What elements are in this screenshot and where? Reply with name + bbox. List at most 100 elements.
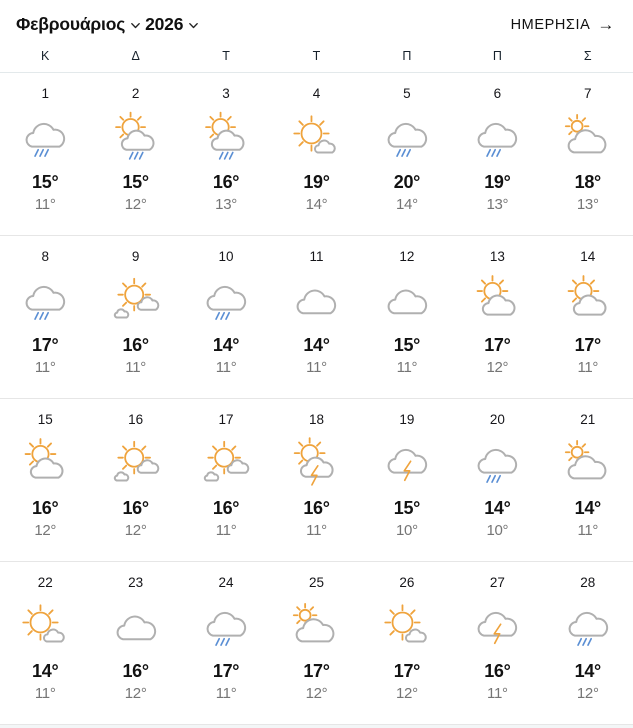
low-temp: 12°: [124, 522, 147, 539]
calendar-day-cell[interactable]: 4 19° 14°: [271, 73, 362, 235]
high-temp: 17°: [32, 335, 59, 355]
mostly-cloudy-icon: [293, 602, 345, 656]
month-selector[interactable]: Φεβρουάριος: [16, 14, 141, 35]
rain-cloud-icon: [197, 272, 255, 320]
day-number: 25: [308, 575, 324, 590]
calendar-day-cell[interactable]: 20 14° 10°: [452, 399, 543, 561]
low-temp: 10°: [396, 522, 418, 539]
calendar-day-cell[interactable]: 23 16° 12°: [90, 562, 181, 724]
weekday-header-row: Κ Δ Τ Τ Π Π Σ: [0, 40, 633, 73]
partly-cloudy-icon: [567, 275, 617, 330]
rain-cloud-icon: [197, 598, 255, 646]
footer-strip: [0, 725, 633, 728]
weekday-header: Π: [492, 49, 502, 63]
calendar-day-cell[interactable]: 13 17° 12°: [452, 236, 543, 398]
calendar-week-row: 22 14° 11° 23 16° 12° 24 17° 11° 25 17° 12° 26 17° 12°…: [0, 562, 633, 725]
calendar-day-cell[interactable]: 24 17° 11°: [180, 562, 272, 724]
high-temp: 15°: [32, 172, 59, 192]
year-selector[interactable]: 2026: [145, 14, 199, 35]
calendar-day-cell[interactable]: 25 17° 12°: [271, 562, 362, 724]
day-number: 10: [218, 249, 234, 264]
day-number: 4: [312, 86, 321, 101]
calendar-day-cell[interactable]: 27 16° 11°: [452, 562, 543, 724]
calendar-day-cell[interactable]: 26 17° 12°: [361, 562, 453, 724]
day-number: 9: [131, 249, 140, 264]
calendar-day-cell[interactable]: 1 15° 11°: [0, 73, 91, 235]
mostly-sunny-icon: [384, 604, 436, 656]
sun-cloud-rain-icon: [205, 111, 255, 160]
high-temp: 19°: [303, 172, 330, 192]
thunder-cloud-icon: [378, 435, 436, 482]
calendar-day-cell[interactable]: 7 18° 13°: [542, 73, 633, 235]
calendar-day-cell[interactable]: 3 16° 13°: [180, 73, 272, 235]
calendar-week-row: 1 15° 11° 2 15° 12° 3 16° 13° 4 19° 14° 5 20° 14° 6 19° 1…: [0, 73, 633, 236]
calendar-day-cell[interactable]: 14 17° 11°: [542, 236, 633, 398]
calendar-day-cell[interactable]: 6 19° 13°: [452, 73, 543, 235]
rain-cloud-icon: [16, 109, 74, 157]
low-temp: 11°: [577, 522, 599, 539]
daily-view-label: ΗΜΕΡΗΣΙΑ: [510, 16, 591, 33]
cloudy-icon: [378, 272, 436, 330]
high-temp: 14°: [303, 335, 330, 355]
rain-cloud-icon: [16, 272, 74, 320]
calendar-day-cell[interactable]: 17 16° 11°: [180, 399, 272, 561]
low-temp: 11°: [34, 359, 56, 376]
calendar-day-cell[interactable]: 2 15° 12°: [90, 73, 181, 235]
low-temp: 12°: [124, 196, 147, 213]
day-number: 15: [37, 412, 53, 427]
high-temp: 16°: [303, 498, 330, 518]
month-label: Φεβρουάριος: [16, 14, 126, 34]
calendar-day-cell[interactable]: 16 16° 12°: [90, 399, 181, 561]
high-temp: 15°: [393, 335, 421, 355]
calendar-day-cell[interactable]: 12 15° 11°: [361, 236, 453, 398]
day-number: 26: [399, 575, 415, 590]
low-temp: 11°: [487, 685, 508, 702]
chevron-down-icon: [131, 22, 140, 29]
day-number: 12: [399, 249, 415, 264]
calendar-day-cell[interactable]: 22 14° 11°: [0, 562, 91, 724]
day-number: 19: [399, 412, 415, 427]
mostly-cloudy-icon: [564, 439, 617, 493]
calendar-header: Φεβρουάριος 2026 ΗΜΕΡΗΣΙΑ →: [0, 0, 633, 40]
calendar-day-cell[interactable]: 18 16° 11°: [271, 399, 362, 561]
day-number: 28: [580, 575, 596, 590]
sun-two-clouds-icon: [107, 440, 165, 493]
calendar-day-cell[interactable]: 11 14° 11°: [271, 236, 362, 398]
low-temp: 11°: [577, 359, 599, 376]
high-temp: 15°: [122, 172, 149, 192]
day-number: 20: [489, 412, 505, 427]
high-temp: 14°: [574, 498, 602, 518]
low-temp: 11°: [34, 196, 56, 213]
high-temp: 17°: [484, 335, 511, 355]
high-temp: 14°: [574, 661, 602, 681]
calendar-week-row: 15 16° 12° 16 16° 12° 17 16° 11° 18 16° 11° 19 15° 10°…: [0, 399, 633, 562]
calendar-day-cell[interactable]: 19 15° 10°: [361, 399, 453, 561]
low-temp: 11°: [34, 685, 56, 702]
high-temp: 17°: [303, 661, 330, 681]
calendar-day-cell[interactable]: 15 16° 12°: [0, 399, 91, 561]
low-temp: 11°: [306, 359, 327, 376]
day-number: 27: [489, 575, 505, 590]
high-temp: 18°: [574, 172, 602, 192]
low-temp: 10°: [486, 522, 509, 539]
arrow-right-icon: →: [597, 14, 615, 34]
calendar-day-cell[interactable]: 9 16° 11°: [90, 236, 181, 398]
day-number: 3: [222, 86, 230, 101]
day-number: 18: [308, 412, 324, 427]
weekday-header: Δ: [131, 49, 140, 63]
weekday-header: Τ: [222, 49, 230, 63]
calendar-day-cell[interactable]: 5 20° 14°: [361, 73, 453, 235]
low-temp: 13°: [576, 196, 599, 213]
calendar-day-cell[interactable]: 10 14° 11°: [180, 236, 272, 398]
low-temp: 12°: [305, 685, 328, 702]
low-temp: 13°: [215, 196, 237, 213]
calendar-day-cell[interactable]: 8 17° 11°: [0, 236, 91, 398]
low-temp: 12°: [124, 685, 147, 702]
day-number: 23: [128, 575, 144, 590]
calendar-day-cell[interactable]: 28 14° 12°: [542, 562, 633, 724]
daily-view-link[interactable]: ΗΜΕΡΗΣΙΑ →: [510, 14, 615, 34]
sun-two-clouds-icon: [107, 277, 165, 330]
calendar-day-cell[interactable]: 21 14° 11°: [542, 399, 633, 561]
weekday-header: Κ: [41, 49, 50, 63]
low-temp: 14°: [305, 196, 328, 213]
